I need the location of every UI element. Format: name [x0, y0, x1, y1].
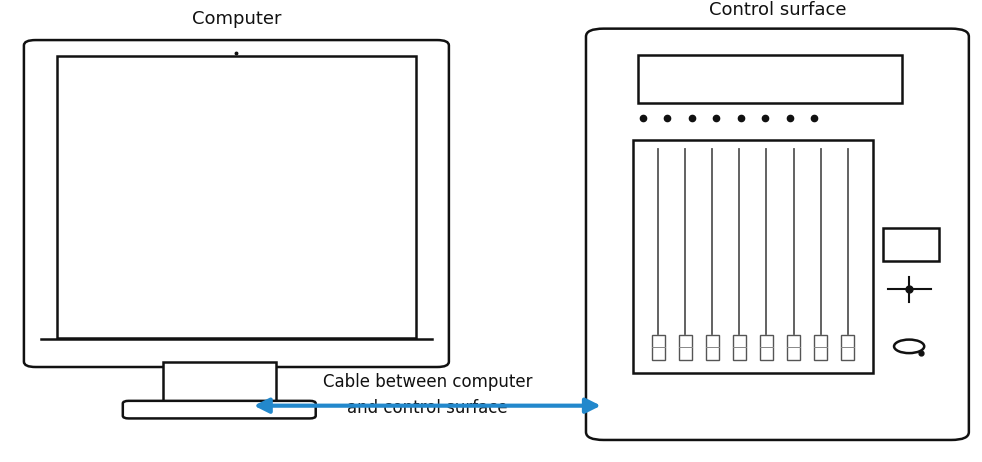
FancyBboxPatch shape — [24, 40, 449, 367]
Bar — [638, 55, 902, 103]
Text: Cable between computer
and control surface: Cable between computer and control surfa… — [323, 373, 532, 417]
Bar — [760, 335, 773, 359]
Bar — [883, 228, 940, 261]
Bar — [163, 362, 276, 403]
Bar — [787, 335, 800, 359]
Bar — [633, 140, 873, 373]
Bar — [57, 56, 415, 338]
Circle shape — [894, 340, 924, 353]
Bar — [814, 335, 827, 359]
Bar — [651, 335, 665, 359]
FancyArrowPatch shape — [258, 400, 596, 412]
Text: Control surface: Control surface — [709, 1, 846, 19]
FancyBboxPatch shape — [586, 29, 969, 440]
Text: Computer: Computer — [191, 10, 281, 28]
FancyBboxPatch shape — [123, 401, 316, 419]
Bar — [706, 335, 719, 359]
Bar — [841, 335, 854, 359]
Bar — [733, 335, 746, 359]
Bar — [679, 335, 692, 359]
